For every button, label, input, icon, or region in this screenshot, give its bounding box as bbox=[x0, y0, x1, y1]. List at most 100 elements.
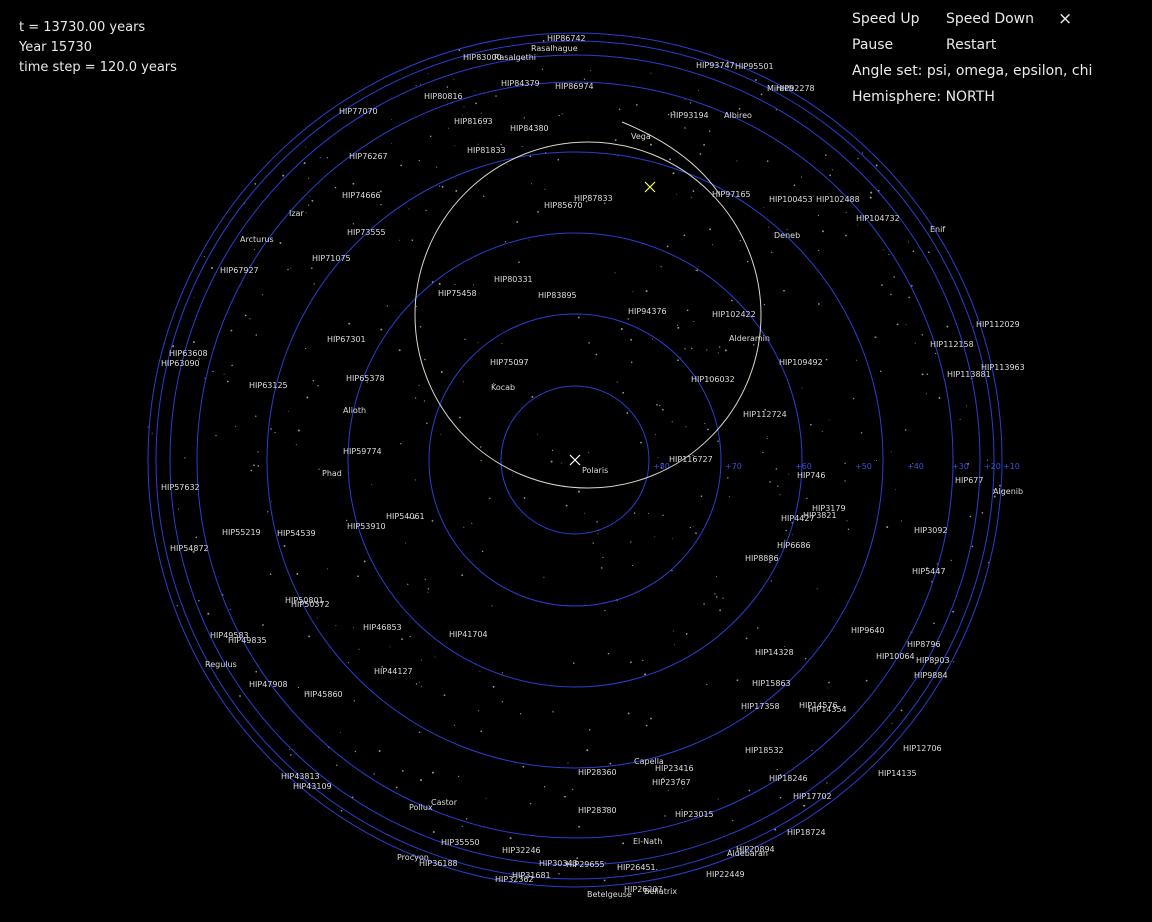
background-star bbox=[226, 380, 229, 383]
background-star bbox=[597, 533, 599, 535]
background-star bbox=[616, 381, 618, 383]
star-label-hip28360: HIP28360 bbox=[578, 768, 617, 777]
angle-set-toggle[interactable]: Angle set: psi, omega, epsilon, chi bbox=[852, 63, 1093, 79]
star-label-hip100453: HIP100453 bbox=[769, 195, 813, 204]
background-star bbox=[656, 403, 658, 406]
background-star bbox=[409, 635, 411, 638]
background-star bbox=[775, 109, 777, 111]
background-star bbox=[890, 451, 892, 453]
background-star bbox=[509, 837, 512, 840]
background-star bbox=[537, 434, 539, 436]
background-star bbox=[704, 423, 706, 425]
background-star bbox=[993, 495, 996, 498]
background-star bbox=[788, 473, 790, 475]
background-star bbox=[875, 164, 878, 167]
background-star bbox=[588, 342, 590, 344]
background-star bbox=[707, 428, 709, 431]
background-star bbox=[318, 468, 320, 470]
restart-button[interactable]: Restart bbox=[946, 37, 997, 53]
star-label-hip746: HIP746 bbox=[797, 471, 825, 480]
star-label-hip18724: HIP18724 bbox=[787, 828, 826, 837]
pause-button[interactable]: Pause bbox=[852, 37, 894, 53]
background-star bbox=[655, 434, 657, 436]
time-step: time step = 120.0 years bbox=[19, 60, 177, 75]
background-star bbox=[400, 443, 402, 445]
background-star bbox=[578, 490, 580, 493]
star-label-hip97165: HIP97165 bbox=[712, 190, 751, 199]
background-star bbox=[650, 717, 652, 720]
background-star bbox=[869, 196, 872, 199]
background-star bbox=[685, 633, 688, 635]
star-label-hip81693: HIP81693 bbox=[454, 117, 493, 126]
background-star bbox=[249, 318, 251, 320]
background-star bbox=[717, 440, 719, 442]
background-star bbox=[461, 574, 464, 577]
background-star bbox=[697, 90, 699, 92]
background-star bbox=[678, 777, 681, 780]
background-star bbox=[693, 320, 695, 322]
background-star bbox=[352, 223, 355, 225]
background-star bbox=[861, 152, 863, 154]
background-star bbox=[230, 329, 233, 332]
background-star bbox=[731, 299, 733, 302]
star-label-hip10064: HIP10064 bbox=[876, 652, 915, 661]
background-star bbox=[667, 113, 670, 116]
background-star bbox=[573, 662, 575, 664]
background-star bbox=[673, 644, 675, 646]
declination-label: +40 bbox=[907, 462, 924, 471]
background-star bbox=[415, 84, 417, 87]
background-star bbox=[564, 796, 567, 798]
close-icon[interactable]: × bbox=[1058, 9, 1073, 29]
background-star bbox=[614, 272, 616, 274]
star-label-albireo: Albireo bbox=[724, 111, 752, 120]
background-star bbox=[981, 511, 984, 514]
background-star bbox=[682, 787, 684, 789]
background-star bbox=[714, 593, 716, 595]
background-star bbox=[504, 241, 507, 243]
star-label-hip86974: HIP86974 bbox=[555, 82, 594, 91]
background-star bbox=[671, 569, 673, 572]
background-star bbox=[327, 568, 329, 570]
background-star bbox=[946, 325, 949, 328]
background-star bbox=[543, 576, 545, 578]
background-star bbox=[436, 166, 438, 168]
background-star bbox=[584, 512, 585, 514]
speed-up-button[interactable]: Speed Up bbox=[852, 11, 920, 27]
background-star bbox=[414, 479, 416, 481]
background-star bbox=[255, 334, 258, 336]
background-star bbox=[567, 762, 569, 764]
background-star bbox=[685, 426, 687, 428]
background-star bbox=[391, 119, 393, 120]
star-label-hip55219: HIP55219 bbox=[222, 528, 261, 537]
background-star bbox=[542, 40, 545, 42]
background-star bbox=[933, 622, 935, 625]
background-star bbox=[921, 334, 923, 336]
background-star bbox=[813, 195, 814, 197]
star-label-izar: Izar bbox=[289, 209, 304, 218]
background-star bbox=[558, 873, 560, 875]
star-label-hip102422: HIP102422 bbox=[712, 310, 756, 319]
background-star bbox=[500, 143, 502, 146]
background-star bbox=[563, 795, 565, 798]
background-star bbox=[779, 773, 782, 776]
background-star bbox=[303, 162, 306, 165]
background-star bbox=[501, 701, 504, 703]
background-star bbox=[775, 468, 778, 470]
star-label-hip14328: HIP14328 bbox=[755, 648, 794, 657]
declination-ring bbox=[428, 313, 722, 607]
background-star bbox=[418, 384, 420, 386]
background-star bbox=[760, 93, 763, 96]
background-star bbox=[717, 798, 719, 800]
background-star bbox=[250, 469, 253, 472]
background-star bbox=[448, 127, 450, 129]
speed-down-button[interactable]: Speed Down bbox=[946, 11, 1035, 27]
declination-ring bbox=[500, 385, 650, 535]
background-star bbox=[689, 102, 692, 104]
background-star bbox=[335, 335, 337, 337]
background-star bbox=[604, 609, 606, 612]
declination-ring bbox=[147, 32, 1003, 888]
hemisphere-toggle[interactable]: Hemisphere: NORTH bbox=[852, 89, 995, 105]
background-star bbox=[357, 575, 359, 578]
background-star bbox=[844, 462, 846, 464]
